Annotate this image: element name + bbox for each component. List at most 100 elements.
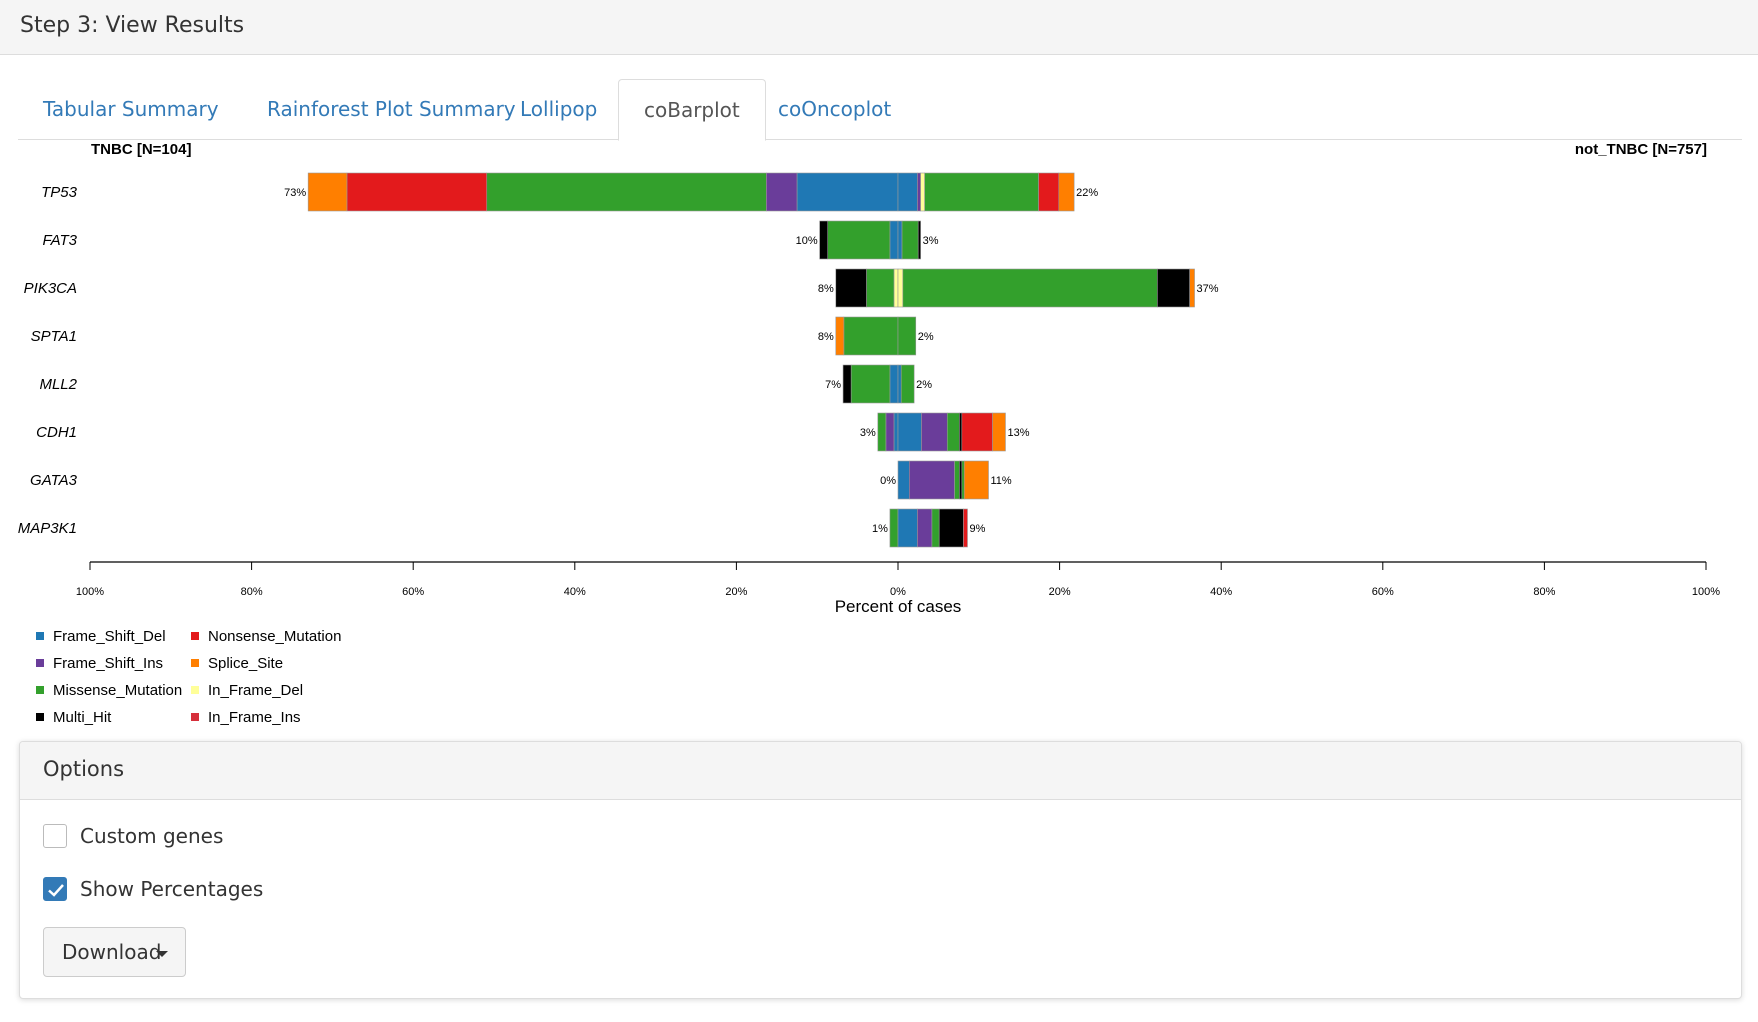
percent-label-right: 22%	[1076, 187, 1098, 199]
percent-label-right: 3%	[923, 235, 939, 247]
bar-segment-left	[885, 412, 895, 452]
percent-label-right: 13%	[1007, 427, 1029, 439]
percent-label-left: 3%	[860, 427, 876, 439]
custom-genes-label: Custom genes	[80, 824, 224, 848]
gene-label: CDH1	[36, 424, 77, 441]
percent-label-right: 37%	[1197, 283, 1219, 295]
percent-label-right: 2%	[916, 379, 932, 391]
cobarplot-chart: TNBC [N=104] not_TNBC [N=757] TP53 73% 22% FA…	[18, 141, 1720, 616]
percent-label-left: 8%	[818, 331, 834, 343]
gene-label: GATA3	[30, 472, 78, 489]
check-icon	[48, 884, 64, 897]
tab-tabular-summary[interactable]: Tabular Summary	[43, 97, 219, 121]
legend-label: Frame_Shift_Ins	[53, 655, 164, 672]
options-header: Options	[20, 742, 1741, 800]
x-tick-label: 80%	[241, 586, 263, 598]
legend-item: In_Frame_Del	[191, 682, 303, 699]
step-header: Step 3: View Results	[0, 0, 1758, 55]
bar-segment-right	[897, 508, 918, 548]
legend-swatch	[191, 686, 199, 694]
tab-cooncoplot[interactable]: coOncoplot	[778, 97, 892, 121]
options-panel: Options Custom genes Show Percentages Do…	[19, 741, 1742, 999]
right-group-label: not_TNBC [N=757]	[1575, 141, 1707, 158]
gene-label: MAP3K1	[18, 520, 77, 537]
bar-segment-left	[843, 316, 899, 356]
show-percentages-checkbox[interactable]	[43, 877, 67, 901]
bar-segment-left	[850, 364, 891, 404]
bar-segment-left	[889, 508, 899, 548]
x-tick-label: 20%	[725, 586, 747, 598]
bar-segment-right	[959, 460, 963, 500]
bar-segment-right	[897, 460, 910, 500]
bar-segment-right	[1157, 268, 1190, 308]
percent-label-left: 10%	[796, 235, 818, 247]
x-tick-label: 100%	[1692, 586, 1720, 598]
bar-segment-right	[1058, 172, 1075, 212]
bar-segment-right	[917, 508, 933, 548]
bar-segment-left	[877, 412, 887, 452]
custom-genes-checkbox[interactable]	[43, 824, 67, 848]
bar-segment-left	[346, 172, 488, 212]
bar-segment-right	[897, 268, 904, 308]
bar-segment-right	[954, 460, 960, 500]
legend-swatch	[191, 713, 199, 721]
bar-segment-right	[1189, 268, 1195, 308]
bar-segment-right	[920, 172, 925, 212]
bar-segment-right	[917, 220, 921, 260]
legend-item: Splice_Site	[191, 655, 283, 672]
percent-label-left: 73%	[284, 187, 306, 199]
bar-segment-left	[307, 172, 348, 212]
bar-segment-left	[835, 268, 867, 308]
step-title: Step 3: View Results	[20, 13, 245, 38]
legend-swatch	[36, 686, 44, 694]
gene-label: SPTA1	[31, 328, 77, 345]
bar-segment-left	[893, 268, 899, 308]
results-tabs: Tabular Summary Rainforest Plot Summary …	[18, 79, 1742, 141]
legend-item: Frame_Shift_Ins	[36, 655, 163, 672]
bar-segment-left	[796, 172, 899, 212]
legend-item: Frame_Shift_Del	[36, 628, 166, 645]
percent-label-left: 1%	[872, 523, 888, 535]
bar-segment-left	[866, 268, 895, 308]
legend-label: Splice_Site	[208, 655, 284, 672]
bar-segment-right	[897, 220, 903, 260]
tab-lollipop[interactable]: Lollipop	[520, 97, 598, 121]
legend-label: Nonsense_Mutation	[208, 628, 342, 645]
bar-segment-right	[897, 316, 917, 356]
bar-segment-right	[963, 508, 968, 548]
gene-label: TP53	[41, 184, 78, 201]
tab-cobarplot[interactable]: coBarplot	[618, 79, 766, 141]
bar-segment-right	[924, 172, 1039, 212]
bar-segment-right	[917, 172, 921, 212]
download-button[interactable]: Download	[43, 927, 186, 977]
bar-segment-right	[1038, 172, 1060, 212]
legend-item: Nonsense_Mutation	[191, 628, 341, 645]
x-tick-label: 0%	[890, 586, 906, 598]
percent-label-left: 0%	[880, 475, 896, 487]
x-tick-label: 80%	[1533, 586, 1555, 598]
bar-segment-right	[921, 412, 948, 452]
percent-label-right: 11%	[990, 475, 1011, 487]
caret-down-icon	[156, 951, 168, 957]
left-group-label: TNBC [N=104]	[91, 141, 191, 158]
bar-segment-left	[835, 316, 845, 356]
percent-label-left: 7%	[825, 379, 841, 391]
bar-segment-right	[946, 412, 960, 452]
legend-swatch	[36, 713, 44, 721]
bar-segment-right	[992, 412, 1006, 452]
bar-segment-left	[889, 220, 899, 260]
chart-legend: Frame_Shift_Del Frame_Shift_Ins Missense_M…	[36, 628, 366, 738]
download-label: Download	[62, 940, 162, 964]
gene-label: MLL2	[39, 376, 77, 393]
bar-segment-right	[909, 460, 955, 500]
percent-label-right: 9%	[969, 523, 985, 535]
show-percentages-label: Show Percentages	[80, 877, 264, 901]
percent-label-left: 8%	[818, 283, 834, 295]
legend-label: Frame_Shift_Del	[53, 628, 166, 645]
bar-segment-right	[897, 172, 918, 212]
bar-segment-right	[961, 460, 965, 500]
tab-rainforest-plot-summary[interactable]: Rainforest Plot Summary	[267, 97, 516, 121]
percent-label-right: 2%	[918, 331, 934, 343]
legend-item: In_Frame_Ins	[191, 709, 301, 726]
bar-segment-left	[765, 172, 798, 212]
